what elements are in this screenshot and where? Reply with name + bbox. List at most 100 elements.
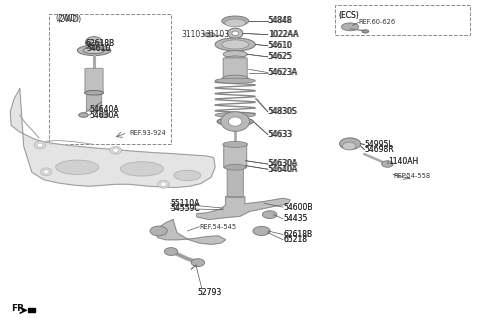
Text: 54625: 54625 [268,52,292,61]
Text: 65218: 65218 [283,235,307,244]
Ellipse shape [217,117,253,126]
Ellipse shape [100,113,109,117]
Text: 54633: 54633 [269,130,293,139]
Text: 54848: 54848 [268,16,292,26]
Circle shape [160,182,166,186]
Text: 54610: 54610 [86,44,110,53]
Text: 52793: 52793 [197,288,221,297]
Text: 54698R: 54698R [364,145,394,154]
Text: 54630A: 54630A [89,111,119,119]
Ellipse shape [263,211,277,218]
Ellipse shape [222,16,249,26]
FancyBboxPatch shape [223,58,247,80]
Text: 54698R: 54698R [364,145,394,154]
Text: 54848: 54848 [269,16,293,26]
Text: (ECS): (ECS) [338,11,360,20]
Text: 54640A: 54640A [268,165,298,174]
Circle shape [221,112,250,131]
Text: 1022AA: 1022AA [269,30,299,39]
FancyBboxPatch shape [86,91,102,111]
Text: 54630A: 54630A [269,159,299,169]
FancyBboxPatch shape [227,167,243,197]
Ellipse shape [222,40,249,49]
Text: FR.: FR. [11,304,28,313]
Circle shape [232,31,239,36]
Text: REF.54-545: REF.54-545 [199,224,237,230]
Text: 62618B: 62618B [86,39,115,48]
Text: 54640A: 54640A [89,105,119,114]
Text: 54600B: 54600B [283,203,312,212]
Text: (2WD): (2WD) [56,14,80,23]
Text: 31103: 31103 [205,30,229,39]
Text: 55110A: 55110A [170,199,200,208]
Text: 54610: 54610 [269,41,293,50]
Text: 31103: 31103 [181,30,205,39]
Circle shape [110,146,121,154]
Text: 62618B: 62618B [86,39,115,48]
Ellipse shape [382,161,393,167]
Ellipse shape [84,47,105,53]
Text: 55110A: 55110A [170,199,200,208]
Text: 1140AH: 1140AH [388,157,419,166]
Ellipse shape [225,56,246,62]
Text: REF.93-924: REF.93-924 [129,130,166,136]
Ellipse shape [84,91,104,95]
Text: 54623A: 54623A [268,68,297,77]
Text: 65218: 65218 [283,235,307,244]
Ellipse shape [341,23,359,31]
Text: 52793: 52793 [197,288,221,297]
Text: 54630A: 54630A [268,159,298,169]
Text: 54600B: 54600B [283,203,312,212]
Text: (ECS): (ECS) [338,10,360,20]
Ellipse shape [150,226,167,236]
Text: 54830S: 54830S [268,107,297,116]
Ellipse shape [120,162,163,176]
Circle shape [40,168,52,176]
Circle shape [43,170,49,174]
FancyBboxPatch shape [224,144,247,168]
Ellipse shape [204,32,215,37]
Text: 54435: 54435 [283,215,308,223]
Ellipse shape [362,30,369,33]
Text: REF.54-558: REF.54-558 [393,174,430,179]
Text: REF.60-626: REF.60-626 [359,19,396,25]
Text: (2WD): (2WD) [57,15,81,24]
Polygon shape [197,197,290,219]
Text: 54610: 54610 [86,44,110,53]
Circle shape [157,180,169,188]
Ellipse shape [215,78,255,83]
Circle shape [37,143,43,147]
Ellipse shape [191,259,204,267]
Ellipse shape [339,138,360,150]
Circle shape [34,141,46,149]
Circle shape [228,117,242,126]
Text: 54610: 54610 [268,41,292,50]
Text: 54640A: 54640A [269,165,299,174]
Polygon shape [10,89,215,188]
Polygon shape [156,219,226,244]
Text: 54559C: 54559C [170,204,200,213]
Text: 62618B: 62618B [283,230,312,239]
Text: 1022AA: 1022AA [268,30,298,39]
Ellipse shape [342,142,356,150]
Text: 54630A: 54630A [89,111,119,119]
Ellipse shape [223,141,248,147]
Text: 54830S: 54830S [269,107,298,116]
Text: 62618B: 62618B [283,230,312,239]
Ellipse shape [223,51,247,58]
Text: 54995L: 54995L [364,140,393,149]
FancyBboxPatch shape [85,68,103,94]
Circle shape [91,40,97,45]
Ellipse shape [225,19,246,27]
Ellipse shape [253,226,270,236]
Ellipse shape [225,164,246,170]
Polygon shape [28,308,35,312]
Ellipse shape [56,160,99,174]
Ellipse shape [79,113,88,117]
Circle shape [85,37,103,48]
Text: 54633: 54633 [268,130,292,139]
Ellipse shape [215,38,255,51]
Ellipse shape [215,113,255,118]
Text: 54995L: 54995L [364,140,393,149]
Ellipse shape [174,170,201,181]
